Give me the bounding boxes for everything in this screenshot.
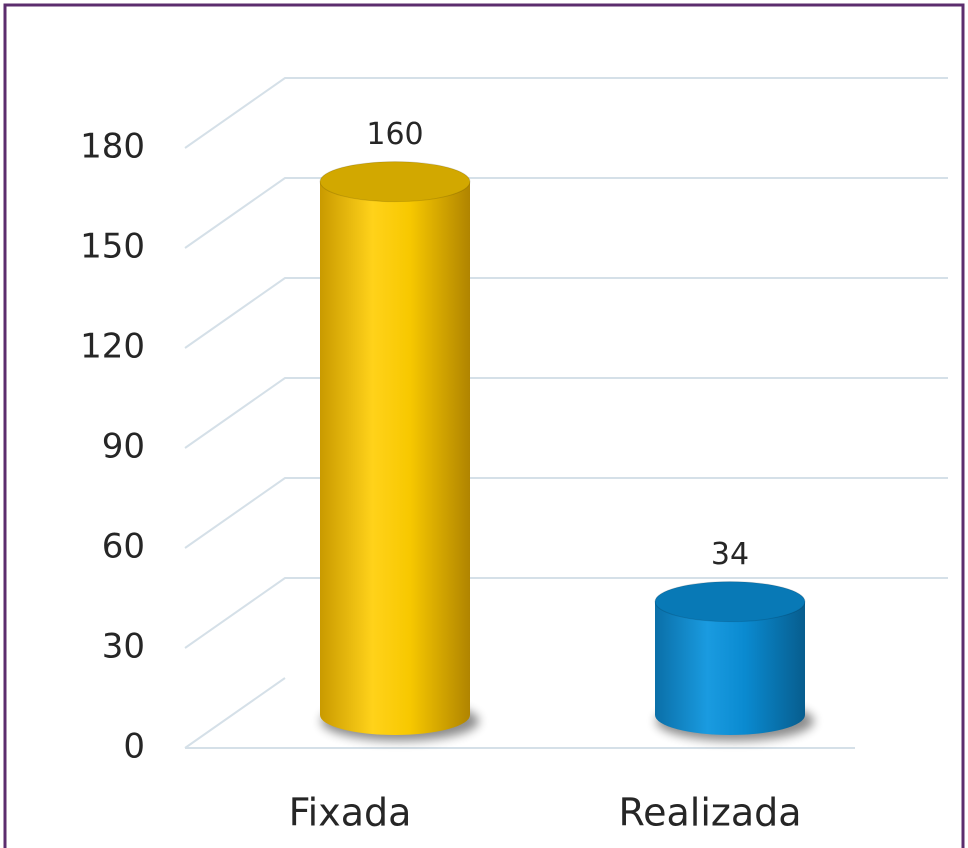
cylinder-body — [320, 181, 470, 735]
y-tick-label: 60 — [102, 527, 145, 567]
grid-line — [184, 77, 948, 149]
y-tick-label: 90 — [102, 427, 145, 467]
cylinder-body — [655, 601, 805, 735]
x-tick-label: Realizada — [618, 791, 801, 835]
grid-line — [184, 677, 855, 749]
grid-line — [184, 577, 948, 649]
grid-line — [184, 177, 948, 249]
grid-line — [184, 477, 948, 549]
grid-line — [184, 277, 948, 349]
cylinder — [654, 581, 814, 741]
y-tick-label: 120 — [80, 327, 145, 367]
y-tick-label: 180 — [80, 127, 145, 167]
value-label: 160 — [366, 117, 423, 152]
y-tick-label: 150 — [80, 227, 145, 267]
y-tick-label: 0 — [123, 727, 145, 767]
y-tick-label: 30 — [102, 627, 145, 667]
cylinder-top-shade — [655, 581, 805, 622]
cylinder-top-shade — [320, 161, 470, 202]
value-label: 34 — [711, 537, 749, 572]
cylinder-top — [319, 161, 471, 203]
cylinder — [319, 161, 479, 741]
grid-line — [184, 377, 948, 449]
frame — [3, 3, 965, 848]
cylinder-top — [654, 581, 806, 623]
x-tick-label: Fixada — [289, 791, 412, 835]
